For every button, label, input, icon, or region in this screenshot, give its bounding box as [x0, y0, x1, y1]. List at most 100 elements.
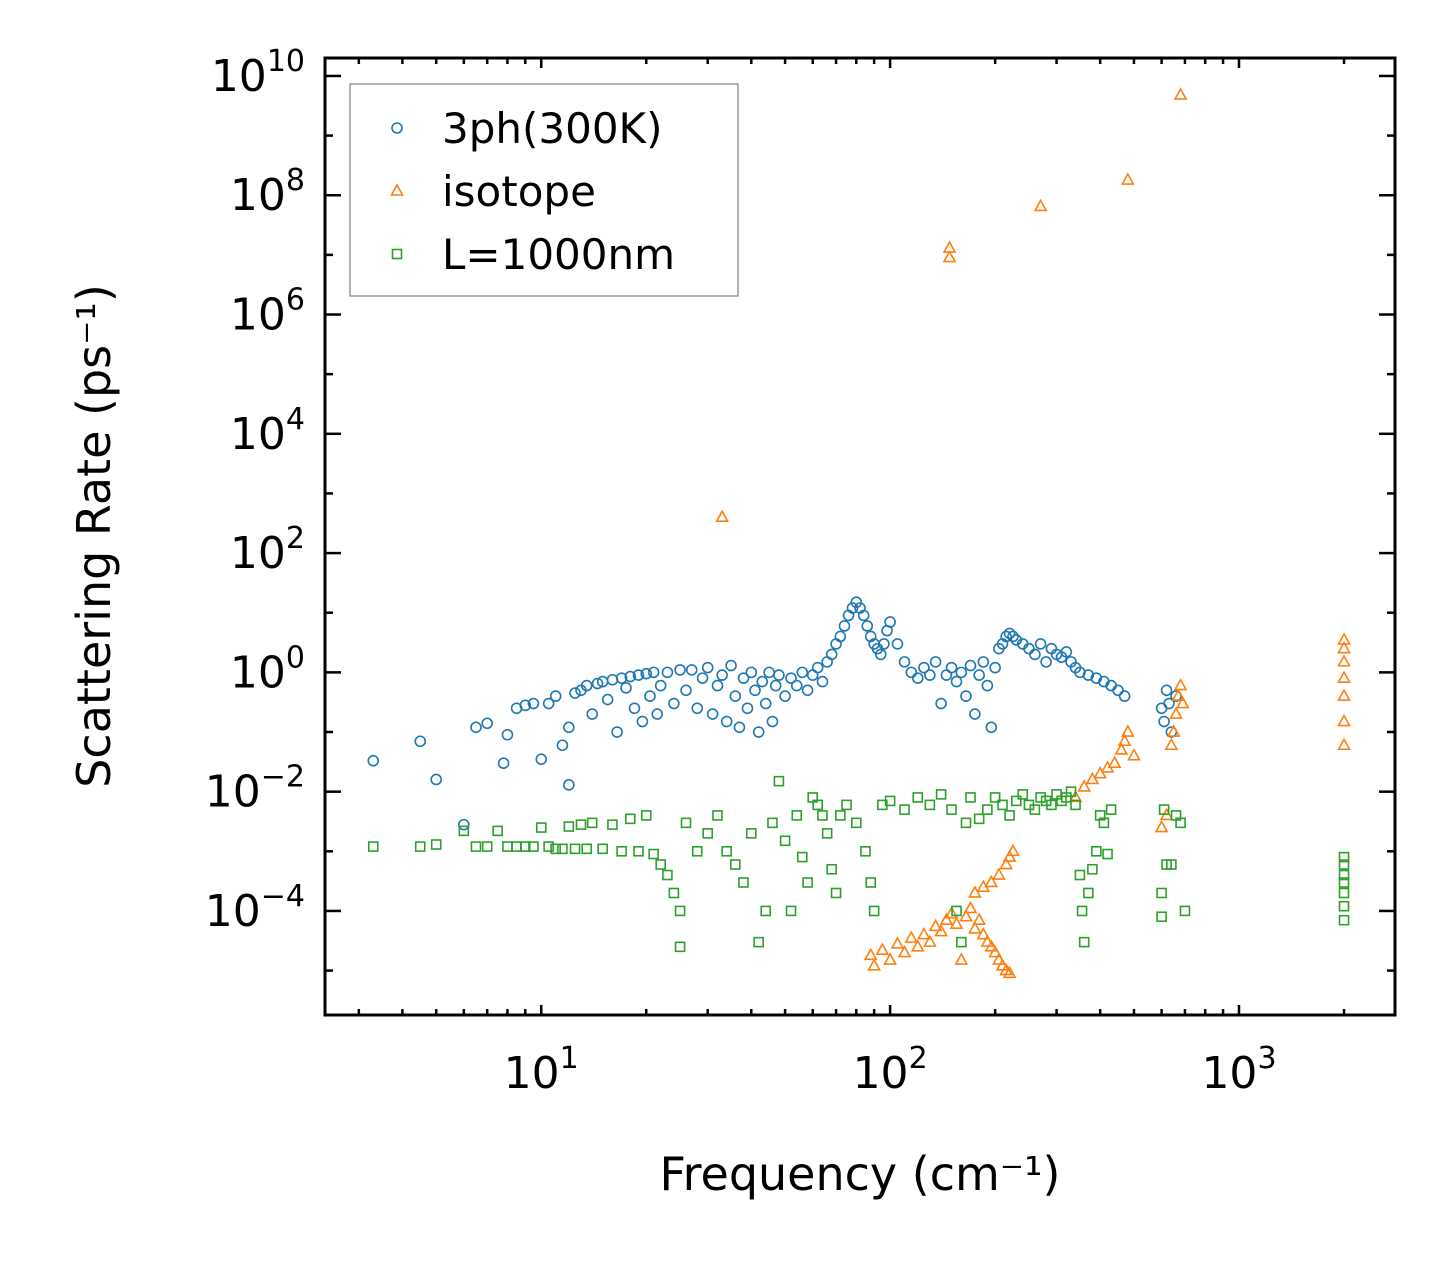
data-point	[624, 670, 637, 683]
data-point	[945, 661, 958, 674]
data-point	[575, 819, 587, 830]
data-point	[942, 249, 957, 263]
data-point	[1163, 697, 1175, 710]
data-point	[863, 947, 878, 961]
data-point	[648, 848, 659, 860]
data-point	[481, 841, 493, 852]
data-point	[492, 825, 503, 837]
data-point	[720, 715, 733, 728]
y-tick-label: 104	[230, 402, 305, 460]
data-point	[1033, 198, 1048, 212]
data-point	[976, 927, 991, 940]
data-point	[875, 942, 890, 955]
data-point	[860, 845, 871, 857]
data-point	[528, 841, 539, 852]
data-point	[1118, 690, 1131, 702]
data-point	[890, 936, 905, 949]
data-point	[1076, 905, 1088, 917]
data-point	[917, 927, 931, 940]
data-point	[1179, 905, 1191, 917]
legend-marker	[391, 122, 403, 134]
data-point	[830, 638, 842, 650]
data-point	[543, 841, 554, 852]
data-point	[785, 672, 797, 684]
data-point	[923, 934, 937, 947]
data-point	[470, 841, 482, 852]
data-point	[992, 952, 1006, 965]
data-point	[973, 669, 985, 681]
legend-label: isotope	[442, 167, 596, 216]
data-point	[1078, 936, 1090, 948]
data-point	[628, 702, 641, 715]
data-point	[884, 616, 896, 628]
data-point	[964, 659, 977, 672]
data-point	[1006, 843, 1020, 857]
data-point	[1102, 848, 1113, 860]
data-point	[1035, 792, 1046, 803]
data-point	[1065, 786, 1077, 797]
data-point	[992, 867, 1006, 880]
data-point	[632, 669, 645, 681]
data-point	[1175, 695, 1190, 709]
data-point	[430, 773, 443, 786]
data-point	[581, 843, 593, 855]
data-point	[868, 905, 880, 917]
data-point	[790, 679, 803, 692]
data-point	[753, 936, 764, 948]
data-point	[841, 799, 852, 811]
data-point	[1091, 845, 1102, 857]
data-point	[969, 708, 981, 720]
data-point	[1338, 900, 1350, 912]
y-tick-label: 1010	[211, 44, 305, 102]
data-point	[1074, 869, 1086, 881]
data-point	[655, 859, 666, 870]
data-point	[1120, 172, 1135, 185]
data-point	[701, 661, 714, 674]
data-point	[1338, 887, 1350, 899]
data-point	[752, 726, 765, 738]
data-point	[766, 715, 779, 728]
data-point	[569, 687, 581, 699]
data-point	[1337, 670, 1351, 683]
data-point	[1155, 702, 1168, 715]
data-point	[791, 810, 803, 821]
data-point	[1338, 859, 1350, 870]
data-point	[624, 813, 636, 825]
data-point	[946, 804, 957, 815]
data-point	[527, 697, 540, 710]
data-point	[563, 821, 575, 832]
data-point	[557, 843, 568, 855]
data-point	[1173, 677, 1188, 691]
data-point	[1112, 684, 1124, 697]
data-point	[580, 679, 593, 692]
data-point	[981, 679, 994, 692]
series-triangle	[715, 87, 1351, 979]
data-point	[980, 934, 995, 947]
data-point	[835, 810, 846, 821]
data-point	[935, 697, 947, 710]
data-point	[1337, 632, 1351, 645]
data-point	[989, 792, 1001, 803]
data-point	[1060, 646, 1073, 658]
data-point	[470, 721, 482, 734]
data-point	[640, 810, 652, 821]
data-point	[1034, 638, 1047, 650]
data-point	[899, 804, 910, 815]
data-point	[733, 721, 746, 734]
data-point	[591, 677, 604, 690]
legend-marker	[390, 183, 404, 196]
data-point	[458, 818, 470, 831]
y-axis-title: Scattering Rate (ps⁻¹)	[67, 284, 121, 788]
data-point	[1337, 713, 1351, 727]
x-axis-title: Frequency (cm⁻¹)	[660, 1147, 1061, 1201]
data-point	[691, 702, 704, 715]
data-point	[988, 944, 1002, 958]
data-point	[1070, 799, 1081, 811]
data-point	[898, 656, 911, 668]
data-point	[1003, 627, 1016, 640]
data-point	[1338, 877, 1350, 888]
data-point	[759, 697, 772, 710]
data-point	[1127, 748, 1141, 761]
data-point	[864, 630, 877, 643]
